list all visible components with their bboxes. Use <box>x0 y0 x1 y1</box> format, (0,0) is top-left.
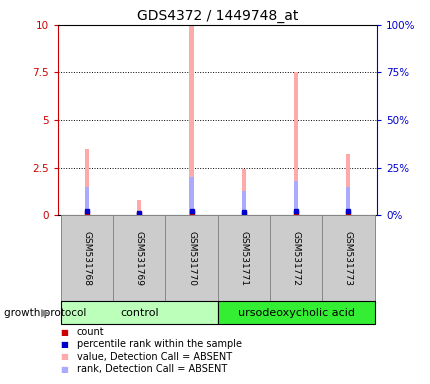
Bar <box>241 169 246 215</box>
Text: ■: ■ <box>60 364 68 374</box>
Bar <box>137 212 141 215</box>
FancyBboxPatch shape <box>322 215 374 301</box>
FancyBboxPatch shape <box>217 215 269 301</box>
Bar <box>137 200 141 215</box>
Bar <box>241 191 246 215</box>
FancyBboxPatch shape <box>61 215 113 301</box>
Text: value, Detection Call = ABSENT: value, Detection Call = ABSENT <box>77 352 231 362</box>
Bar <box>293 181 298 215</box>
Title: GDS4372 / 1449748_at: GDS4372 / 1449748_at <box>137 8 298 23</box>
Text: ■: ■ <box>60 340 68 349</box>
Text: count: count <box>77 327 104 337</box>
Text: rank, Detection Call = ABSENT: rank, Detection Call = ABSENT <box>77 364 227 374</box>
FancyBboxPatch shape <box>61 301 217 324</box>
Text: GSM531773: GSM531773 <box>343 231 352 286</box>
Text: GSM531768: GSM531768 <box>82 231 91 286</box>
Text: control: control <box>120 308 158 318</box>
FancyBboxPatch shape <box>165 215 217 301</box>
Text: growth protocol: growth protocol <box>4 308 86 318</box>
Text: GSM531772: GSM531772 <box>291 231 300 286</box>
Bar <box>189 177 193 215</box>
Bar <box>345 154 350 215</box>
Text: GSM531770: GSM531770 <box>187 231 196 286</box>
Bar <box>345 187 350 215</box>
Bar <box>85 187 89 215</box>
Text: percentile rank within the sample: percentile rank within the sample <box>77 339 241 349</box>
FancyBboxPatch shape <box>113 215 165 301</box>
Text: ursodeoxycholic acid: ursodeoxycholic acid <box>237 308 354 318</box>
FancyBboxPatch shape <box>217 301 374 324</box>
Text: GSM531769: GSM531769 <box>135 231 143 286</box>
Text: GSM531771: GSM531771 <box>239 231 248 286</box>
Text: ▶: ▶ <box>41 308 49 318</box>
Bar <box>189 25 193 215</box>
Bar <box>293 73 298 215</box>
Text: ■: ■ <box>60 328 68 337</box>
Bar <box>85 149 89 215</box>
FancyBboxPatch shape <box>269 215 322 301</box>
Text: ■: ■ <box>60 352 68 361</box>
